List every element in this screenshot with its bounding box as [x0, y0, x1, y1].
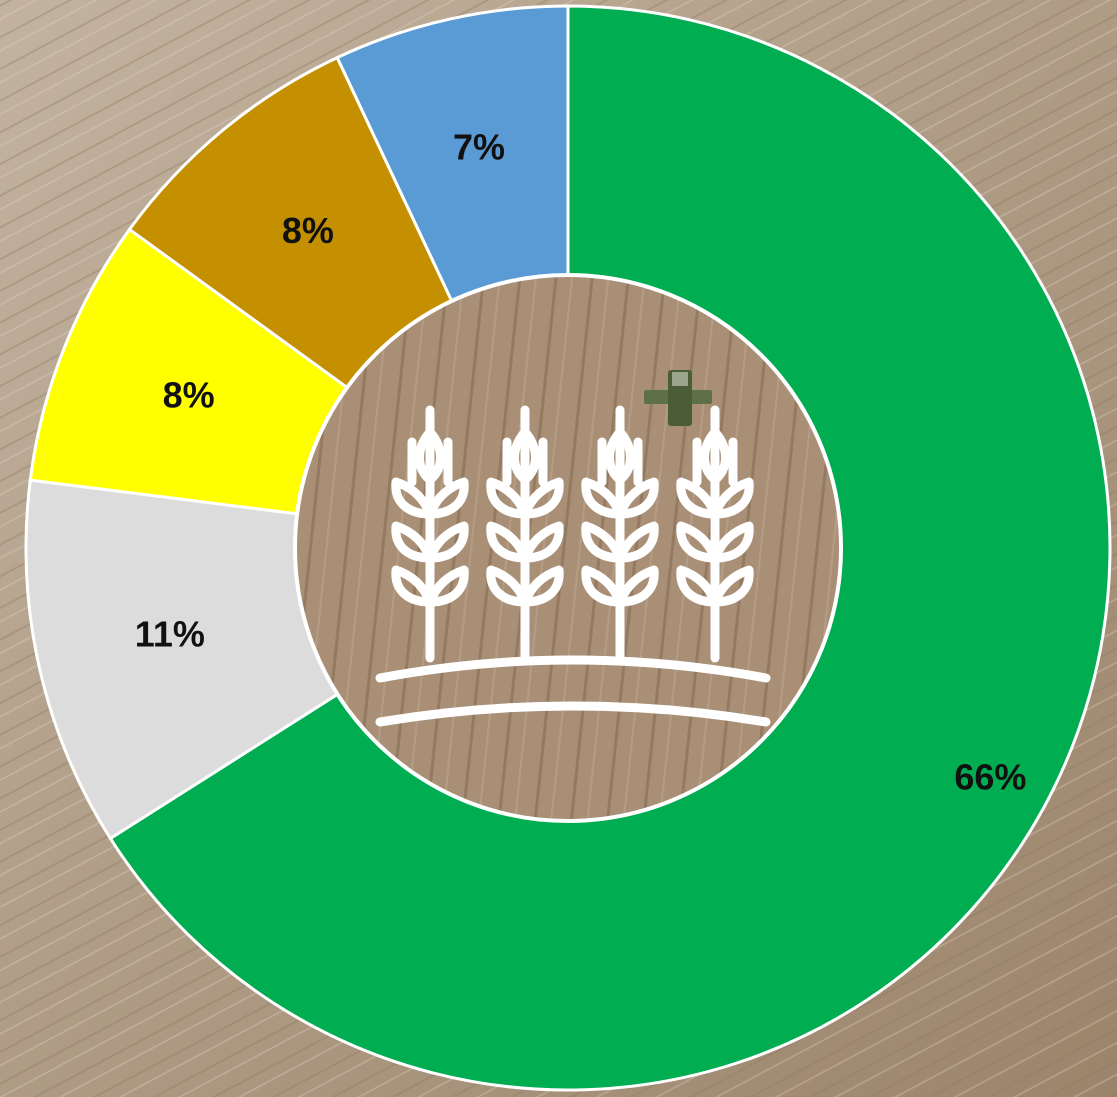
slice-labels: 66% 11% 8% 8% 7% — [135, 126, 1027, 797]
slice-label-3: 8% — [163, 374, 215, 415]
wheat-stalk-1 — [391, 405, 469, 663]
slice-label-5: 7% — [453, 126, 505, 167]
slice-label-1: 66% — [954, 757, 1026, 798]
slice-label-4: 8% — [282, 210, 334, 251]
slice-label-2: 11% — [135, 614, 205, 655]
wheat-stalks-icon — [375, 405, 771, 727]
ground-arc-2 — [375, 701, 771, 727]
wheat-stalk-4 — [676, 405, 754, 663]
wheat-stalk-2 — [486, 405, 564, 663]
center-ring — [293, 273, 843, 823]
ground-arc-1 — [375, 655, 771, 683]
wheat-stalk-3 — [581, 405, 659, 663]
center-ring-circle — [293, 273, 843, 823]
center-photo — [296, 276, 841, 821]
harvester-icon — [644, 370, 712, 426]
